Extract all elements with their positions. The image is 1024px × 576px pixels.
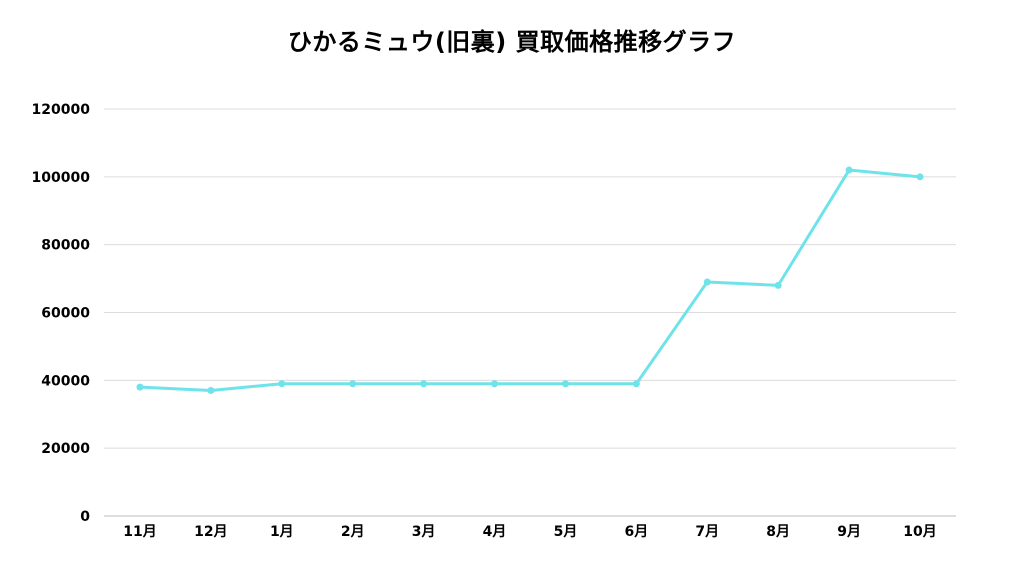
y-tick-label: 0	[80, 509, 90, 525]
x-tick-label: 7月	[695, 524, 719, 540]
x-tick-label: 10月	[903, 524, 936, 540]
x-tick-label: 12月	[194, 524, 227, 540]
data-point	[845, 166, 853, 174]
data-point	[278, 380, 286, 388]
data-point	[703, 278, 711, 286]
x-tick-label: 3月	[412, 524, 436, 540]
x-tick-label: 4月	[483, 524, 507, 540]
data-point	[136, 383, 144, 391]
data-point	[207, 387, 215, 395]
x-tick-label: 9月	[837, 524, 861, 540]
data-point	[561, 380, 569, 388]
data-point	[632, 380, 640, 388]
series-layer	[136, 166, 924, 395]
x-axis-ticks: 11月 12月 1月 2月 3月 4月 5月 6月 7月 8月 9月 10月	[123, 524, 936, 540]
data-point	[349, 380, 357, 388]
data-point	[916, 173, 924, 181]
x-tick-label: 2月	[341, 524, 365, 540]
y-tick-label: 80000	[41, 238, 90, 254]
y-tick-label: 40000	[41, 373, 90, 389]
x-tick-label: 8月	[766, 524, 790, 540]
series-line	[138, 168, 922, 393]
y-tick-label: 120000	[32, 102, 91, 118]
y-tick-label: 20000	[41, 441, 90, 457]
x-tick-label: 11月	[123, 524, 156, 540]
data-point	[420, 380, 428, 388]
x-tick-label: 6月	[624, 524, 648, 540]
x-tick-label: 1月	[270, 524, 294, 540]
data-point	[491, 380, 499, 388]
y-tick-label: 100000	[32, 170, 91, 186]
y-axis-ticks: 0 20000 40000 60000 80000 100000 120000	[32, 102, 91, 525]
y-tick-label: 60000	[41, 306, 90, 322]
x-tick-label: 5月	[554, 524, 578, 540]
gridlines	[104, 108, 956, 517]
data-point	[774, 281, 782, 289]
chart-title: ひかるミュウ(旧裏) 買取価格推移グラフ	[287, 28, 737, 56]
